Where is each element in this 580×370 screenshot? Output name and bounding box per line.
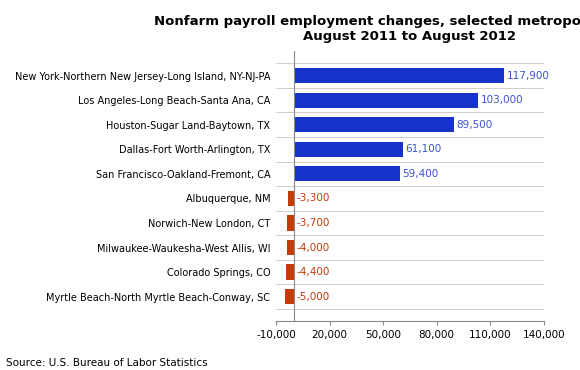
- Bar: [294, 92, 478, 108]
- Text: -4,000: -4,000: [296, 242, 329, 252]
- Text: -5,000: -5,000: [296, 292, 329, 302]
- Bar: [294, 142, 403, 157]
- Text: Source: U.S. Bureau of Labor Statistics: Source: U.S. Bureau of Labor Statistics: [6, 358, 208, 368]
- Text: 103,000: 103,000: [480, 95, 523, 105]
- Text: 89,500: 89,500: [456, 120, 492, 130]
- Bar: [288, 191, 294, 206]
- Text: -3,700: -3,700: [296, 218, 329, 228]
- Text: 61,100: 61,100: [405, 144, 442, 154]
- Bar: [294, 117, 454, 132]
- Bar: [294, 68, 504, 83]
- Bar: [294, 166, 400, 181]
- Text: -4,400: -4,400: [296, 267, 329, 277]
- Bar: [287, 215, 294, 231]
- Text: -3,300: -3,300: [296, 194, 329, 204]
- Text: 59,400: 59,400: [403, 169, 439, 179]
- Bar: [287, 240, 294, 255]
- Text: 117,900: 117,900: [507, 71, 550, 81]
- Title: Nonfarm payroll employment changes, selected metropolitan areas,
August 2011 to : Nonfarm payroll employment changes, sele…: [154, 15, 580, 43]
- Bar: [286, 265, 294, 280]
- Bar: [285, 289, 294, 304]
